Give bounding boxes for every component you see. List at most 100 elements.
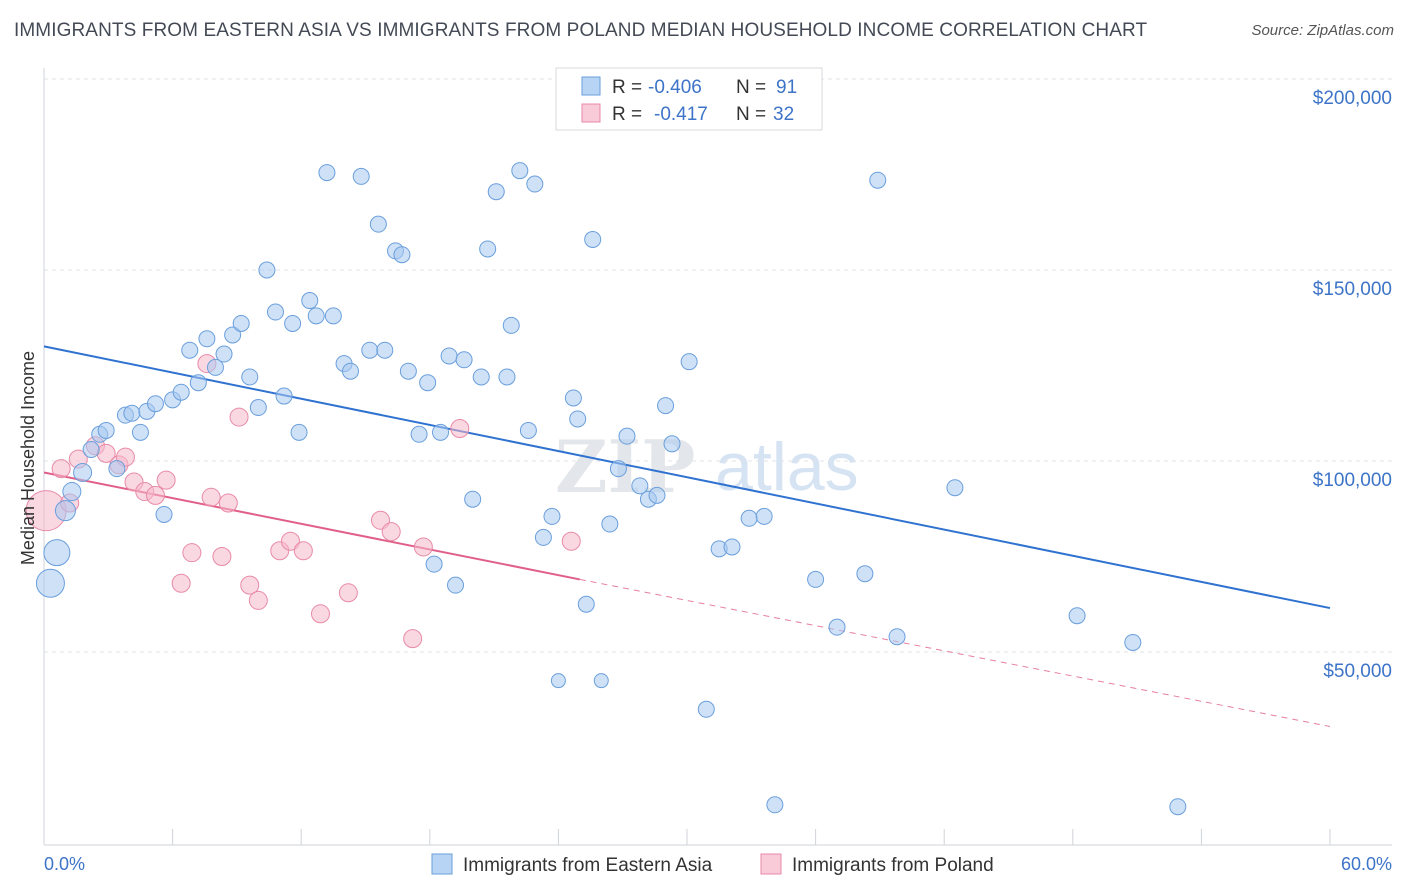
point-poland-17 bbox=[218, 493, 238, 513]
gridlines bbox=[44, 78, 1392, 653]
point-eastern-asia-27 bbox=[266, 303, 284, 321]
point-poland-10 bbox=[145, 485, 165, 505]
x-tick-label-min: 0.0% bbox=[44, 854, 85, 874]
trend-line-eastern-asia bbox=[43, 345, 1331, 610]
point-eastern-asia-66 bbox=[584, 230, 602, 248]
point-poland-29 bbox=[413, 537, 433, 557]
point-eastern-asia-73 bbox=[648, 486, 666, 504]
point-eastern-asia-44 bbox=[410, 425, 428, 443]
point-eastern-asia-40 bbox=[376, 341, 394, 359]
point-eastern-asia-54 bbox=[487, 183, 505, 201]
point-eastern-asia-59 bbox=[526, 175, 544, 193]
point-eastern-asia-25 bbox=[249, 399, 267, 417]
point-poland-11 bbox=[156, 470, 176, 490]
point-eastern-asia-37 bbox=[352, 167, 370, 185]
point-eastern-asia-76 bbox=[680, 353, 698, 371]
point-eastern-asia-63 bbox=[564, 389, 582, 407]
point-eastern-asia-88 bbox=[946, 479, 964, 497]
point-eastern-asia-10 bbox=[123, 404, 141, 422]
point-eastern-asia-2 bbox=[54, 500, 76, 522]
point-eastern-asia-62 bbox=[550, 673, 566, 689]
point-poland-31 bbox=[561, 531, 581, 551]
y-tick-label-100000: $100,000 bbox=[1313, 470, 1392, 491]
point-eastern-asia-60 bbox=[534, 528, 552, 546]
legend-box: R = -0.406 N = 91 R = -0.417 N = 32 bbox=[555, 67, 823, 131]
trend-line-poland bbox=[43, 471, 581, 581]
point-eastern-asia-50 bbox=[455, 351, 473, 369]
point-eastern-asia-57 bbox=[511, 162, 529, 180]
x-ticks bbox=[43, 829, 1331, 845]
point-poland-24 bbox=[310, 604, 330, 624]
point-eastern-asia-90 bbox=[1124, 633, 1142, 651]
point-eastern-asia-77 bbox=[697, 700, 715, 718]
point-eastern-asia-67 bbox=[593, 673, 609, 689]
point-eastern-asia-23 bbox=[232, 314, 250, 332]
point-eastern-asia-3 bbox=[62, 482, 82, 502]
point-eastern-asia-1 bbox=[43, 539, 71, 567]
point-eastern-asia-56 bbox=[502, 316, 520, 334]
point-poland-30 bbox=[450, 419, 470, 439]
y-tick-label-50000: $50,000 bbox=[1323, 661, 1392, 682]
point-eastern-asia-42 bbox=[393, 246, 411, 264]
legend-n-label-1: N = bbox=[736, 77, 766, 98]
chart-title: IMMIGRANTS FROM EASTERN ASIA VS IMMIGRAN… bbox=[14, 20, 1148, 41]
legend-n-value-1: 91 bbox=[776, 77, 797, 98]
point-eastern-asia-68 bbox=[601, 515, 619, 533]
point-eastern-asia-70 bbox=[618, 427, 636, 445]
point-eastern-asia-32 bbox=[307, 307, 325, 325]
point-eastern-asia-65 bbox=[577, 595, 595, 613]
point-poland-20 bbox=[248, 590, 268, 610]
point-eastern-asia-43 bbox=[399, 362, 417, 380]
point-poland-18 bbox=[229, 407, 249, 427]
point-eastern-asia-29 bbox=[284, 314, 302, 332]
point-eastern-asia-31 bbox=[301, 292, 319, 310]
point-eastern-asia-13 bbox=[146, 395, 164, 413]
point-eastern-asia-58 bbox=[519, 421, 537, 439]
point-eastern-asia-33 bbox=[318, 164, 336, 182]
point-poland-15 bbox=[201, 487, 221, 507]
point-eastern-asia-75 bbox=[663, 435, 681, 453]
legend-swatch-poland bbox=[581, 103, 601, 123]
y-axis-label: Median Household Income bbox=[18, 351, 38, 565]
point-eastern-asia-24 bbox=[241, 368, 259, 386]
trend-line-poland-extension bbox=[579, 578, 1331, 727]
legend-n-label-2: N = bbox=[736, 104, 766, 125]
point-eastern-asia-55 bbox=[498, 368, 516, 386]
point-eastern-asia-80 bbox=[740, 509, 758, 527]
point-poland-13 bbox=[182, 543, 202, 563]
point-eastern-asia-79 bbox=[723, 538, 741, 556]
point-eastern-asia-28 bbox=[275, 387, 293, 405]
point-eastern-asia-51 bbox=[464, 490, 482, 508]
point-poland-22 bbox=[280, 531, 300, 551]
point-eastern-asia-85 bbox=[856, 565, 874, 583]
point-eastern-asia-47 bbox=[432, 423, 450, 441]
point-eastern-asia-53 bbox=[479, 240, 497, 258]
point-eastern-asia-46 bbox=[425, 555, 443, 573]
point-eastern-asia-20 bbox=[206, 358, 224, 376]
bottom-legend-label-eastern-asia: Immigrants from Eastern Asia bbox=[463, 855, 713, 876]
point-eastern-asia-89 bbox=[1068, 607, 1086, 625]
point-eastern-asia-8 bbox=[108, 460, 126, 478]
point-poland-16 bbox=[212, 547, 232, 566]
bottom-legend-label-poland: Immigrants from Poland bbox=[792, 855, 994, 876]
point-eastern-asia-0 bbox=[35, 568, 65, 598]
point-eastern-asia-82 bbox=[766, 796, 784, 814]
legend-swatch-eastern-asia bbox=[581, 76, 601, 96]
legend-r-label-2: R = bbox=[612, 104, 642, 125]
point-eastern-asia-69 bbox=[609, 460, 627, 478]
point-eastern-asia-5 bbox=[82, 441, 100, 459]
x-tick-label-max: 60.0% bbox=[1341, 854, 1392, 874]
trend-lines bbox=[43, 345, 1331, 727]
legend-r-value-1: -0.406 bbox=[648, 77, 702, 98]
point-eastern-asia-30 bbox=[290, 423, 308, 441]
legend-r-label-1: R = bbox=[612, 77, 642, 98]
series-eastern-asia-points bbox=[35, 162, 1187, 816]
point-eastern-asia-36 bbox=[341, 362, 359, 380]
point-eastern-asia-11 bbox=[131, 423, 149, 441]
bottom-legend-swatch-poland bbox=[760, 853, 782, 875]
point-eastern-asia-81 bbox=[755, 507, 773, 525]
point-poland-23 bbox=[293, 541, 313, 561]
point-eastern-asia-17 bbox=[181, 341, 199, 359]
point-eastern-asia-21 bbox=[215, 345, 233, 363]
point-eastern-asia-26 bbox=[258, 261, 276, 279]
